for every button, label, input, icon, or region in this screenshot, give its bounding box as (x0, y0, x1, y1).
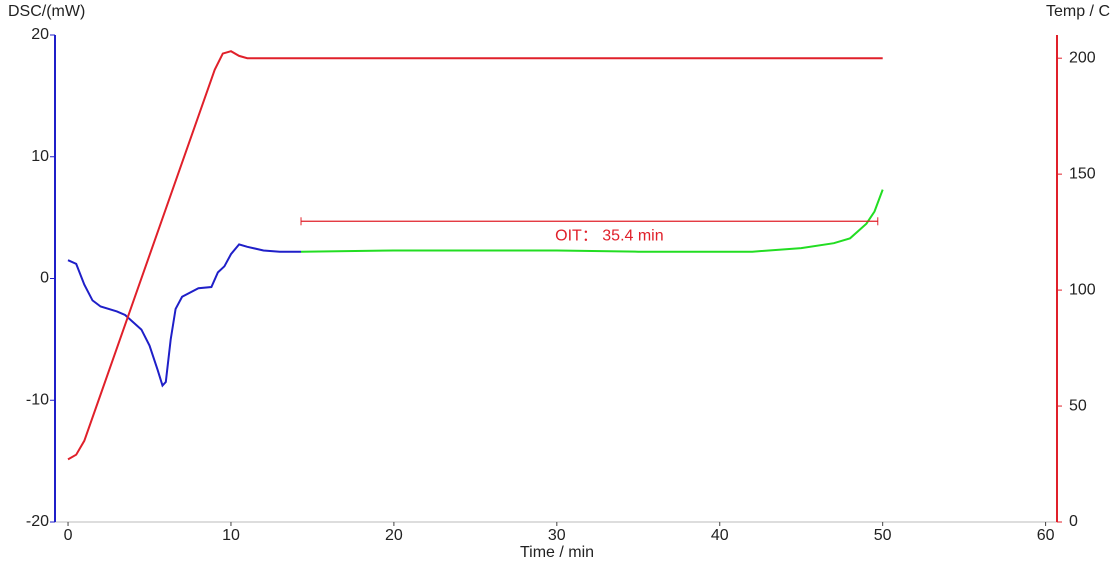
y-tick-label: 20 (31, 26, 49, 43)
y-tick-label: 0 (40, 270, 49, 287)
x-tick-label: 40 (711, 527, 729, 544)
y-tick-label: 10 (31, 148, 49, 165)
x-tick-label: 30 (548, 527, 566, 544)
y2-tick-label: 150 (1069, 165, 1096, 182)
series-line (300, 189, 884, 253)
x-tick-label: 10 (222, 527, 240, 544)
y2-tick-label: 0 (1069, 513, 1078, 530)
y2-axis-label: Temp / C (1046, 3, 1110, 20)
x-tick-label: 50 (874, 527, 892, 544)
oit-label: OIT： 35.4 min (555, 227, 663, 244)
series-line (67, 243, 301, 388)
y2-tick-label: 100 (1069, 281, 1096, 298)
series-line (67, 50, 883, 461)
y-tick-label: -20 (26, 513, 49, 530)
y2-tick-label: 50 (1069, 397, 1087, 414)
x-tick-label: 20 (385, 527, 403, 544)
y-axis-label: DSC/(mW) (8, 3, 85, 20)
x-axis-label: Time / min (520, 544, 594, 561)
y-tick-label: -10 (26, 391, 49, 408)
x-tick-label: 0 (64, 527, 73, 544)
y2-tick-label: 200 (1069, 49, 1096, 66)
x-tick-label: 60 (1037, 527, 1055, 544)
